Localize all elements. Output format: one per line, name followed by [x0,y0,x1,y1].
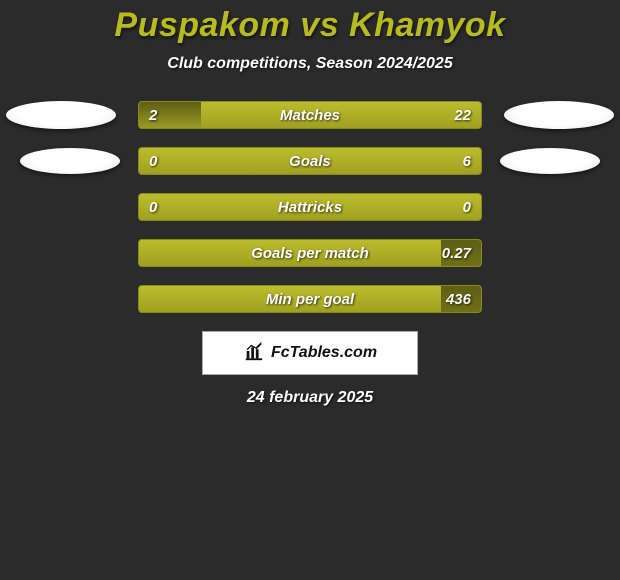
stat-row: Goals per match0.27 [0,239,620,267]
stat-row: 0Hattricks0 [0,193,620,221]
team-b-bubble [504,101,614,129]
stat-rows: 2Matches220Goals60Hattricks0Goals per ma… [0,101,620,313]
date-label: 24 february 2025 [0,389,620,407]
stat-row: 2Matches22 [0,101,620,129]
stat-bar: Min per goal436 [138,285,482,313]
fctables-link[interactable]: FcTables.com [202,331,418,375]
stat-row: Min per goal436 [0,285,620,313]
stat-bar: 0Goals6 [138,147,482,175]
stat-bar: Goals per match0.27 [138,239,482,267]
stat-value-right: 0.27 [442,240,471,267]
team-a-bubble [20,148,120,174]
stat-label: Hattricks [139,194,481,221]
stat-value-right: 6 [463,148,471,175]
team-b-bubble [500,148,600,174]
team-a-bubble [6,101,116,129]
stat-label: Goals per match [139,240,481,267]
stat-label: Matches [139,102,481,129]
comparison-card: Puspakom vs Khamyok Club competitions, S… [0,0,620,407]
chart-icon [243,340,265,367]
stat-value-right: 436 [446,286,471,313]
stat-bar: 0Hattricks0 [138,193,482,221]
stat-value-right: 22 [454,102,471,129]
stat-row: 0Goals6 [0,147,620,175]
stat-value-right: 0 [463,194,471,221]
subtitle: Club competitions, Season 2024/2025 [0,55,620,73]
logo-text: FcTables.com [271,344,377,362]
stat-label: Min per goal [139,286,481,313]
stat-bar: 2Matches22 [138,101,482,129]
page-title: Puspakom vs Khamyok [0,6,620,45]
stat-label: Goals [139,148,481,175]
